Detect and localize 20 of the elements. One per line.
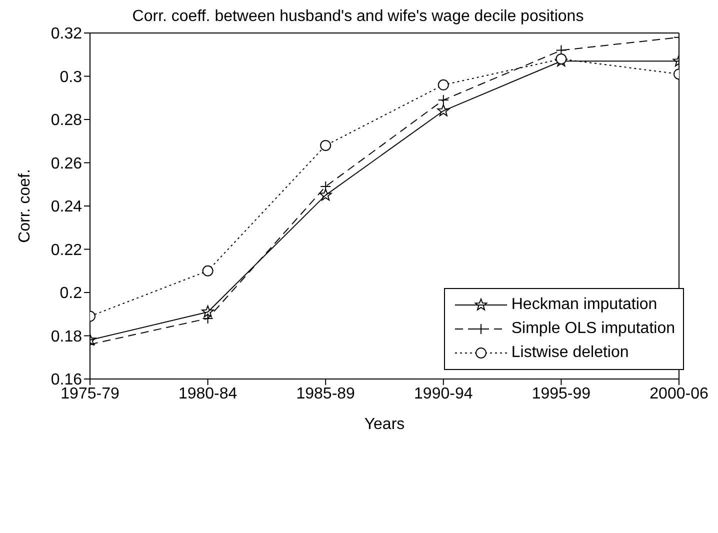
- x-axis-title: Years: [364, 416, 405, 433]
- x-tick-label: 1985-89: [296, 385, 356, 402]
- legend-label: Listwise deletion: [511, 344, 629, 362]
- x-tick-label: 1995-99: [532, 385, 591, 402]
- x-tick-label: 1975-79: [60, 385, 120, 402]
- y-tick-label: 0.18: [50, 328, 82, 346]
- x-tick-label: 1990-94: [414, 385, 473, 402]
- y-axis-title: Corr. coef.: [16, 169, 34, 243]
- y-tick-label: 0.24: [50, 198, 82, 216]
- legend-label: Heckman imputation: [511, 296, 658, 314]
- x-tick-label: 1980-84: [178, 385, 238, 402]
- y-tick-label: 0.2: [60, 285, 82, 302]
- chart-title: Corr. coeff. between husband's and wife's wage decile positions: [131, 8, 585, 26]
- legend-label: Simple OLS imputation: [511, 320, 675, 338]
- y-tick-label: 0.22: [50, 242, 82, 259]
- x-tick-label: 2000-06: [650, 385, 708, 402]
- y-tick-label: 0.32: [50, 26, 82, 43]
- y-tick-label: 0.28: [50, 112, 82, 130]
- y-tick-label: 0.26: [50, 155, 82, 172]
- y-tick-label: 0.3: [60, 68, 82, 86]
